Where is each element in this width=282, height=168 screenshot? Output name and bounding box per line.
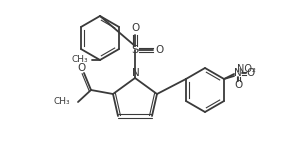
Text: S: S	[131, 45, 138, 55]
Text: O: O	[234, 80, 242, 90]
Text: O: O	[77, 63, 85, 73]
Text: N: N	[132, 68, 140, 78]
Text: CH₃: CH₃	[71, 55, 88, 65]
Text: O: O	[155, 45, 163, 55]
Text: NO₂: NO₂	[237, 64, 255, 74]
Text: O: O	[246, 68, 254, 78]
Text: N: N	[234, 68, 242, 78]
Text: O: O	[131, 23, 139, 33]
Text: CH₃: CH₃	[53, 97, 70, 107]
